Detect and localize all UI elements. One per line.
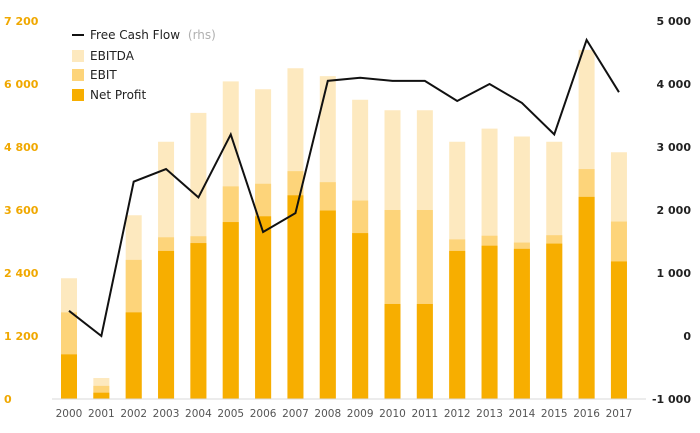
bar-net-profit-2009 [352, 233, 369, 399]
bar-net-profit-2012 [449, 250, 466, 399]
right-tick-label: 5 000 [657, 15, 692, 28]
left-tick-label: 3 600 [4, 204, 39, 217]
right-tick-label: 4 000 [657, 78, 692, 91]
x-tick-label: 2017 [606, 408, 633, 420]
x-tick-label: 2001 [88, 408, 115, 420]
x-tick-label: 2016 [573, 408, 600, 420]
right-tick-label: 2 000 [657, 204, 692, 217]
right-tick-label: 0 [683, 330, 691, 343]
bars-group [61, 49, 627, 400]
x-tick-label: 2002 [120, 408, 147, 420]
left-tick-label: 0 [4, 393, 12, 406]
bar-net-profit-2008 [319, 210, 336, 399]
legend-swatch-ebitda [72, 50, 84, 62]
left-axis: 0 1 200 2 400 3 600 4 800 6 000 7 200 [4, 15, 39, 406]
right-tick-label: -1 000 [652, 393, 691, 406]
bar-net-profit-2005 [222, 222, 239, 399]
bar-net-profit-2006 [255, 216, 272, 399]
line-free-cash-flow [68, 37, 620, 338]
bar-net-profit-2015 [546, 243, 563, 399]
bar-net-profit-2000 [61, 354, 77, 400]
left-tick-label: 1 200 [4, 330, 39, 343]
x-tick-label: 2005 [217, 408, 244, 420]
left-tick-label: 6 000 [4, 78, 39, 91]
legend: Free Cash Flow (rhs) EBITDA EBIT Net Pro… [72, 28, 216, 102]
legend-label-net-profit: Net Profit [90, 88, 146, 102]
x-tick-label: 2015 [541, 408, 568, 420]
legend-swatch-net-profit [72, 89, 84, 101]
bar-net-profit-2016 [578, 196, 595, 400]
x-tick-label: 2011 [411, 408, 438, 420]
left-tick-label: 7 200 [4, 15, 39, 28]
x-tick-label: 2003 [153, 408, 180, 420]
legend-label-ebit: EBIT [90, 68, 117, 82]
legend-swatch-ebit [72, 69, 84, 81]
x-tick-label: 2006 [250, 408, 277, 420]
x-tick-label: 2000 [56, 408, 83, 420]
left-tick-label: 2 400 [4, 267, 39, 280]
bar-net-profit-2014 [513, 248, 530, 399]
bar-net-profit-2004 [190, 243, 207, 399]
x-tick-label: 2012 [444, 408, 471, 420]
left-tick-label: 4 800 [4, 141, 39, 154]
legend-label-fcf: Free Cash Flow (rhs) [90, 28, 216, 42]
x-tick-label: 2004 [185, 408, 212, 420]
x-tick-label: 2007 [282, 408, 309, 420]
x-tick-label: 2009 [347, 408, 374, 420]
bar-net-profit-2017 [610, 261, 627, 399]
bar-net-profit-2013 [481, 245, 498, 399]
bar-net-profit-2011 [416, 303, 433, 399]
bar-net-profit-2010 [384, 303, 401, 399]
right-tick-label: 1 000 [657, 267, 692, 280]
right-tick-label: 3 000 [657, 141, 692, 154]
bar-net-profit-2003 [158, 250, 175, 399]
bar-net-profit-2007 [287, 195, 304, 399]
x-tick-label: 2010 [379, 408, 406, 420]
x-axis: 2000 2001 2002 2003 2004 2005 2006 2007 2008 2009… [52, 398, 646, 420]
legend-label-ebitda: EBITDA [90, 49, 135, 63]
x-tick-label: 2013 [476, 408, 503, 420]
right-axis: -1 000 0 1 000 2 000 3 000 4 000 5 000 [652, 15, 691, 406]
bar-net-profit-2001 [93, 392, 110, 399]
fcf-line-group [68, 37, 620, 338]
bar-net-profit-2002 [125, 312, 142, 400]
x-tick-label: 2008 [314, 408, 341, 420]
x-tick-label: 2014 [509, 408, 536, 420]
